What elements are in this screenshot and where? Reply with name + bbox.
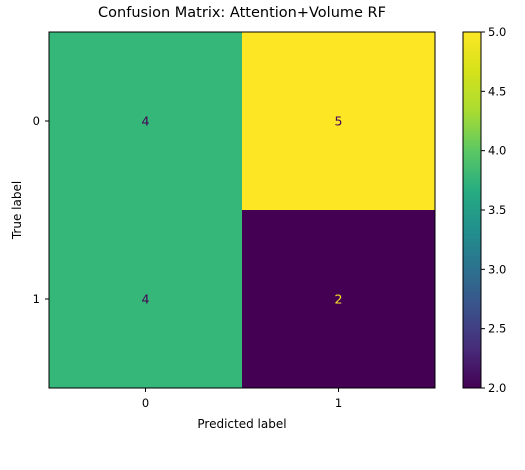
cell-value-r0-c0: 4 bbox=[142, 114, 150, 129]
cell-value-r1-c1: 2 bbox=[335, 292, 343, 307]
y-tick-label-1: 1 bbox=[33, 292, 40, 306]
matrix-cell-r1-c1 bbox=[242, 210, 435, 388]
x-tick-label-0: 0 bbox=[142, 396, 149, 410]
matrix-cell-r1-c0 bbox=[49, 210, 242, 388]
y-axis-ticks: 01 bbox=[33, 114, 49, 306]
colorbar-tick-label-4: 4.0 bbox=[488, 144, 506, 158]
colorbar-tick-label-0: 2.0 bbox=[488, 381, 506, 395]
chart-title: Confusion Matrix: Attention+Volume RF bbox=[98, 5, 386, 21]
matrix-cell-r0-c1 bbox=[242, 32, 435, 210]
y-tick-label-0: 0 bbox=[33, 114, 40, 128]
colorbar-tick-label-3: 3.5 bbox=[488, 203, 506, 217]
colorbar bbox=[462, 31, 482, 389]
matrix-cell-r0-c0 bbox=[49, 32, 242, 210]
y-axis-label: True label bbox=[10, 181, 24, 240]
cell-value-r1-c0: 4 bbox=[142, 292, 150, 307]
matrix-cell-labels: 4 5 4 2 bbox=[142, 114, 343, 307]
matrix-cells bbox=[49, 32, 435, 388]
colorbar-tick-label-1: 2.5 bbox=[488, 322, 506, 336]
plot-frame bbox=[48, 31, 436, 389]
colorbar-ticks: 2.0 2.5 3.0 3.5 4.0 4.5 5.0 bbox=[481, 25, 506, 395]
x-axis-label: Predicted label bbox=[197, 417, 286, 431]
colorbar-tick-label-6: 5.0 bbox=[488, 25, 506, 39]
cell-value-r0-c1: 5 bbox=[335, 114, 343, 129]
colorbar-tick-label-2: 3.0 bbox=[488, 262, 506, 276]
colorbar-tick-label-5: 4.5 bbox=[488, 84, 506, 98]
x-tick-label-1: 1 bbox=[335, 396, 342, 410]
